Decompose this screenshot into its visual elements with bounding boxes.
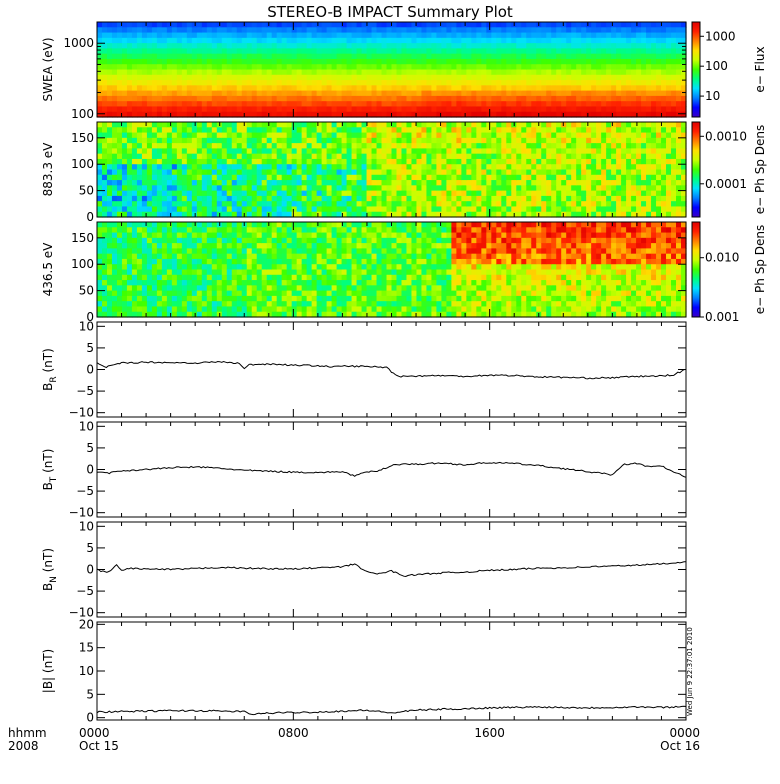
bn-ytick-label: 0: [86, 563, 94, 577]
pad436-ylabel-main: 436.5 eV: [41, 242, 55, 297]
x-tick-label: 0000: [79, 726, 110, 740]
bn-line: [97, 562, 686, 577]
bt-line: [97, 462, 686, 477]
pad436-ytick-label: 100: [71, 257, 94, 271]
pad436-ytick-label: 150: [71, 231, 94, 245]
bn-ylabel: BN (nT): [41, 548, 59, 591]
x-tick-label: 0000: [669, 726, 700, 740]
pad883-colorbar-tick: 0.0010: [705, 129, 747, 143]
bt-ylabel-unit: (nT): [41, 449, 55, 477]
br-ytick-label: 0: [86, 363, 94, 377]
bmag-frame: [97, 622, 686, 720]
pad883-ytick-label: 50: [79, 184, 94, 198]
bmag-ytick-label: 10: [79, 664, 94, 678]
x-axis-label-year: 2008: [8, 739, 39, 753]
pad436-ytick-label: 50: [79, 284, 94, 298]
timestamp-label: Wed Jun 9 22:37:01 2010: [686, 627, 694, 716]
pad883-ytick-label: 150: [71, 131, 94, 145]
br-line: [97, 362, 686, 379]
bt-ytick-label: 5: [86, 441, 94, 455]
x-axis-label-hhmm: hhmm: [8, 726, 47, 740]
swea-ylabel-main: SWEA (eV): [41, 37, 55, 101]
swea-colorbar-tick: 100: [705, 59, 728, 73]
panel-bt: −10 −5 0 5 10 BT (nT): [41, 419, 686, 519]
pad436-colorbar: 0.001 0.010 e− Ph Sp Dens: [692, 222, 767, 324]
panel-br: −10 −5 0 5 10 BR (nT): [41, 319, 686, 419]
bt-ylabel-main: B: [41, 482, 55, 490]
bt-ytick-label: −10: [69, 506, 94, 520]
x-tick-label: 0800: [278, 726, 309, 740]
br-ytick-label: 10: [79, 319, 94, 333]
pad436-ylabel: 436.5 eV: [41, 242, 55, 297]
bmag-series: [97, 706, 686, 714]
swea-ylabel: SWEA (eV): [41, 37, 55, 101]
br-ytick-label: 5: [86, 341, 94, 355]
swea-heatmap: [97, 22, 687, 118]
pad883-colorbar-tick: 0.0001: [705, 177, 747, 191]
bn-ylabel-unit: (nT): [41, 548, 55, 576]
bmag-ytick-label: 0: [86, 711, 94, 725]
bt-series: [97, 462, 686, 477]
bn-ylabel-sub: N: [49, 576, 59, 583]
swea-colorbar-tick: 1000: [705, 29, 736, 43]
x-tick-date: Oct 15: [79, 739, 119, 753]
plot-title: STEREO-B IMPACT Summary Plot: [267, 3, 513, 21]
swea-colorbar-tick: 10: [705, 89, 720, 103]
bmag-ytick-label: 15: [79, 641, 94, 655]
bn-frame: [97, 522, 686, 617]
bt-ytick-label: 10: [79, 419, 94, 433]
br-ylabel: BR (nT): [41, 348, 59, 391]
swea-colorbar: 10 100 1000 e− Flux: [692, 22, 767, 117]
bn-series: [97, 562, 686, 577]
x-tick-label: 1600: [474, 726, 505, 740]
pad436-colorbar-label: e− Ph Sp Dens: [753, 225, 767, 314]
pad436-heatmap: [97, 222, 687, 318]
bn-ytick-label: 10: [79, 519, 94, 533]
bn-ylabel-main: B: [41, 583, 55, 591]
swea-ytick-label: 1000: [63, 36, 94, 50]
bt-ytick-label: −5: [76, 484, 94, 498]
bmag-ytick-label: 20: [79, 617, 94, 631]
panel-bmag: 0 5 10 15 20 |B| (nT): [41, 617, 686, 724]
bt-ylabel: BT (nT): [41, 449, 59, 491]
x-tick-date: Oct 16: [660, 739, 700, 753]
br-ytick-label: −10: [69, 406, 94, 420]
pad436-colorbar-tick: 0.010: [705, 251, 739, 265]
panel-swea: 10 100 1000 e− Flux 100 1000 SWEA (eV): [41, 22, 767, 121]
pad883-colorbar-label: e− Ph Sp Dens: [753, 125, 767, 214]
bmag-ylabel: |B| (nT): [41, 649, 55, 693]
pad436-colorbar-tick: 0.001: [705, 310, 739, 324]
swea-colorbar-label: e− Flux: [753, 46, 767, 92]
pad883-ytick-label: 0: [86, 210, 94, 224]
pad883-ylabel-main: 883.3 eV: [41, 142, 55, 197]
bt-ytick-label: 0: [86, 463, 94, 477]
bn-ytick-label: −5: [76, 584, 94, 598]
pad883-ylabel: 883.3 eV: [41, 142, 55, 197]
bmag-ylabel-main: |B| (nT): [41, 649, 55, 693]
bn-ytick-label: 5: [86, 541, 94, 555]
br-ytick-label: −5: [76, 384, 94, 398]
pad883-heatmap: [97, 122, 687, 218]
swea-ytick-label: 100: [71, 107, 94, 121]
bt-frame: [97, 422, 686, 517]
br-ylabel-main: B: [41, 383, 55, 391]
panel-pad883: 0.0001 0.0010 e− Ph Sp Dens 0 50 100 150 883.3 …: [41, 122, 767, 224]
br-series: [97, 362, 686, 379]
br-frame: [97, 322, 686, 417]
pad883-ytick-label: 100: [71, 157, 94, 171]
pad883-colorbar: 0.0001 0.0010 e− Ph Sp Dens: [692, 122, 767, 217]
br-ylabel-unit: (nT): [41, 348, 55, 376]
bmag-line: [97, 706, 686, 714]
bmag-ytick-label: 5: [86, 687, 94, 701]
